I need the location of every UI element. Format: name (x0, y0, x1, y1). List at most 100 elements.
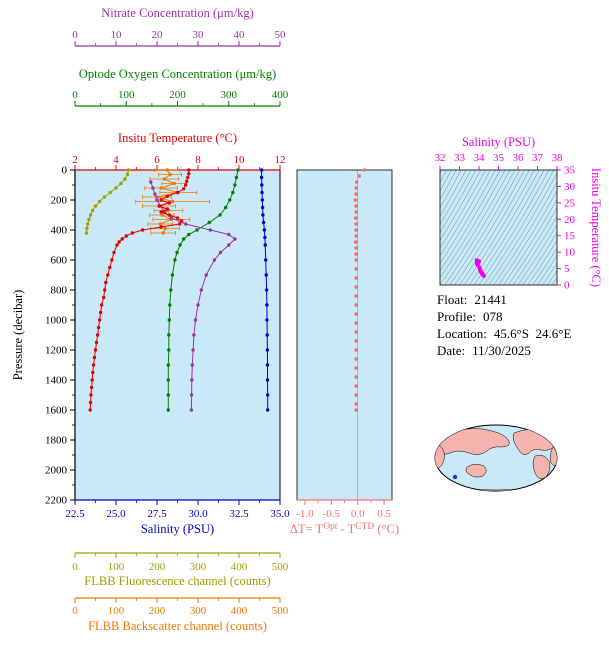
profile-value: 078 (483, 309, 503, 324)
temperature-axis: 2 4 6 8 10 12 Insitu Temperature (°C) (72, 131, 286, 171)
svg-text:-1.0: -1.0 (296, 508, 314, 520)
svg-text:2000: 2000 (45, 465, 68, 477)
svg-text:200: 200 (169, 89, 186, 101)
float-location-marker (452, 474, 458, 480)
svg-text:300: 300 (190, 561, 207, 573)
svg-text:30: 30 (193, 29, 205, 41)
svg-text:100: 100 (108, 561, 125, 573)
fluorescence-profile-curve (84, 168, 130, 235)
info-row-float: Float: 21441 (437, 291, 571, 308)
svg-text:100: 100 (108, 605, 125, 617)
svg-text:2: 2 (72, 154, 78, 166)
svg-text:10: 10 (564, 247, 576, 259)
svg-text:40: 40 (234, 29, 246, 41)
backscatter-axis-title: FLBB Backscatter channel (counts) (88, 619, 267, 633)
temperature-profile-curve (88, 168, 191, 412)
svg-text:600: 600 (51, 255, 68, 267)
svg-text:30.0: 30.0 (188, 508, 208, 520)
svg-text:300: 300 (221, 89, 238, 101)
svg-text:38: 38 (552, 152, 564, 164)
svg-text:200: 200 (149, 605, 166, 617)
svg-text:400: 400 (231, 605, 248, 617)
ts-scatter-points (474, 258, 486, 278)
info-row-profile: Profile: 078 (437, 308, 571, 325)
svg-text:1200: 1200 (45, 345, 68, 357)
float-label: Float: (437, 292, 468, 307)
svg-text:2200: 2200 (45, 495, 68, 507)
svg-text:10: 10 (234, 154, 246, 166)
svg-text:400: 400 (51, 225, 68, 237)
svg-text:32.5: 32.5 (229, 508, 249, 520)
svg-text:33: 33 (454, 152, 466, 164)
svg-text:0: 0 (62, 165, 68, 177)
svg-text:0: 0 (72, 561, 78, 573)
temperature-axis-title: Insitu Temperature (°C) (118, 131, 237, 145)
svg-text:800: 800 (51, 285, 68, 297)
svg-text:8: 8 (195, 154, 201, 166)
ts-plot-area (440, 170, 557, 285)
svg-text:35: 35 (564, 165, 576, 177)
svg-text:35.0: 35.0 (270, 508, 290, 520)
svg-text:0: 0 (72, 605, 78, 617)
svg-text:22.5: 22.5 (65, 508, 85, 520)
svg-text:1600: 1600 (45, 405, 68, 417)
ts-salinity-axis-title: Salinity (PSU) (462, 135, 535, 149)
info-row-location: Location: 45.6°S 24.6°E (437, 325, 571, 342)
oxygen-axis-title: Optode Oxygen Concentration (μm/kg) (79, 67, 276, 81)
svg-text:4: 4 (113, 154, 119, 166)
delta-t-axis: -1.0 -0.5 0.0 0.5 ΔT= TOpt - TCTD (°C) (290, 499, 399, 536)
svg-text:0.0: 0.0 (351, 508, 365, 520)
svg-text:1000: 1000 (45, 315, 68, 327)
svg-text:5: 5 (564, 263, 570, 275)
date-label: Date: (437, 343, 466, 358)
svg-text:500: 500 (272, 561, 289, 573)
svg-text:20: 20 (152, 29, 164, 41)
svg-text:6: 6 (154, 154, 160, 166)
svg-text:0: 0 (564, 280, 570, 292)
backscatter-axis: 0 100 200 300 400 500 FLBB Backscatter channel… (72, 597, 289, 633)
nitrate-axis-title: Nitrate Concentration (μm/kg) (101, 6, 254, 20)
profile-label: Profile: (437, 309, 476, 324)
svg-text:36: 36 (513, 152, 525, 164)
date-value: 11/30/2025 (472, 343, 531, 358)
svg-text:34: 34 (474, 152, 486, 164)
svg-text:32: 32 (435, 152, 446, 164)
svg-text:200: 200 (149, 561, 166, 573)
svg-text:1400: 1400 (45, 375, 68, 387)
ts-axes: 32 33 34 35 36 37 38 Salinity (PSU) 0 5 10 15 20 25 30… (435, 135, 604, 292)
delta-plot-area (297, 170, 392, 500)
float-value: 21441 (474, 292, 507, 307)
svg-text:27.5: 27.5 (147, 508, 167, 520)
svg-text:400: 400 (272, 89, 289, 101)
svg-text:0: 0 (72, 29, 78, 41)
nitrate-axis: 0 10 20 30 40 50 Nitrate Concentration (μm/kg) (72, 6, 287, 47)
svg-text:20: 20 (564, 214, 576, 226)
svg-text:400: 400 (231, 561, 248, 573)
float-info-block: Float: 21441 Profile: 078 Location: 45.6°S … (437, 291, 571, 359)
svg-text:25.0: 25.0 (106, 508, 126, 520)
svg-text:0: 0 (72, 89, 78, 101)
salinity-axis-title: Salinity (PSU) (141, 522, 214, 536)
svg-text:50: 50 (275, 29, 287, 41)
svg-text:25: 25 (564, 197, 576, 209)
svg-text:0.5: 0.5 (377, 508, 391, 520)
svg-text:-0.5: -0.5 (323, 508, 341, 520)
svg-text:10: 10 (111, 29, 123, 41)
salinity-profile-curve (259, 168, 270, 412)
main-plot-area (75, 170, 280, 500)
delta-t-axis-title: ΔT= TOpt - TCTD (°C) (290, 522, 399, 536)
location-label: Location: (437, 326, 487, 341)
svg-text:35: 35 (493, 152, 505, 164)
svg-text:12: 12 (275, 154, 286, 166)
pressure-axis-title: Pressure (decibar) (11, 290, 25, 381)
info-row-date: Date: 11/30/2025 (437, 342, 571, 359)
svg-text:30: 30 (564, 181, 576, 193)
svg-text:100: 100 (118, 89, 135, 101)
location-value: 45.6°S 24.6°E (493, 326, 572, 341)
oxygen-profile-curve (166, 168, 240, 412)
svg-text:500: 500 (272, 605, 289, 617)
world-map (434, 424, 558, 492)
fluorescence-axis-title: FLBB Fluorescence channel (counts) (84, 574, 270, 588)
svg-text:37: 37 (532, 152, 544, 164)
